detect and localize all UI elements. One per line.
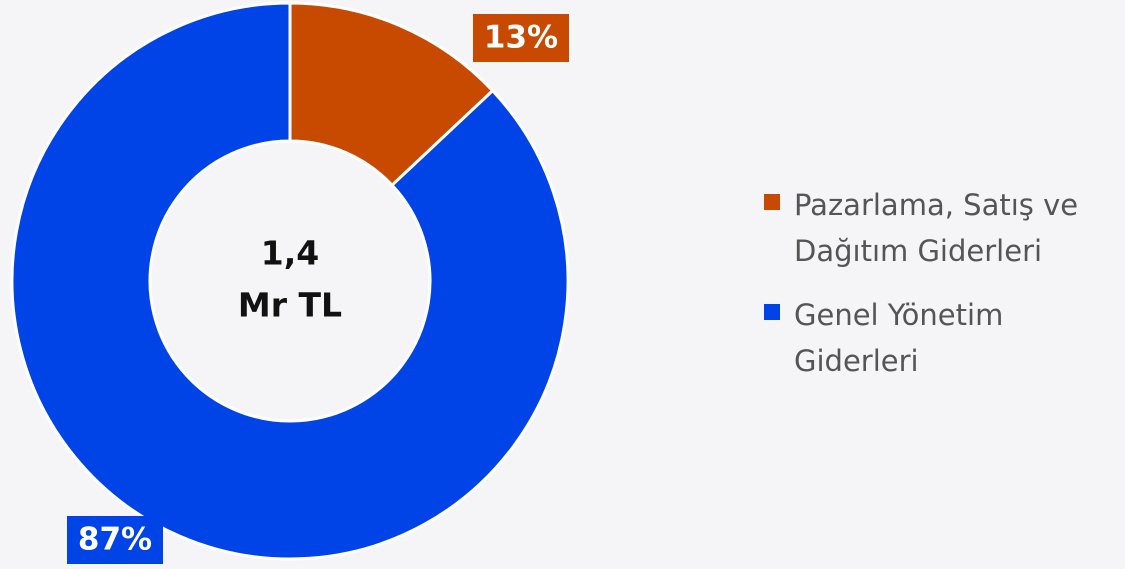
legend-swatch: [764, 304, 780, 320]
legend: Pazarlama, Satış ve Dağıtım Giderleri Gen…: [764, 182, 1124, 402]
legend-swatch: [764, 194, 780, 210]
center-label: 1,4: [261, 234, 319, 273]
value-label: 13%: [484, 20, 558, 56]
legend-label: Pazarlama, Satış ve Dağıtım Giderleri: [794, 188, 1079, 268]
value-label-box: [67, 516, 163, 564]
legend-item: Genel Yönetim Giderleri: [764, 292, 1124, 384]
value-label: 87%: [78, 522, 152, 558]
center-label: Mr TL: [238, 286, 342, 325]
slice: [10, 1, 570, 561]
legend-item: Pazarlama, Satış ve Dağıtım Giderleri: [764, 182, 1124, 274]
slice: [288, 1, 495, 188]
legend-label: Genel Yönetim Giderleri: [794, 298, 1004, 378]
value-label-box: [473, 14, 569, 62]
